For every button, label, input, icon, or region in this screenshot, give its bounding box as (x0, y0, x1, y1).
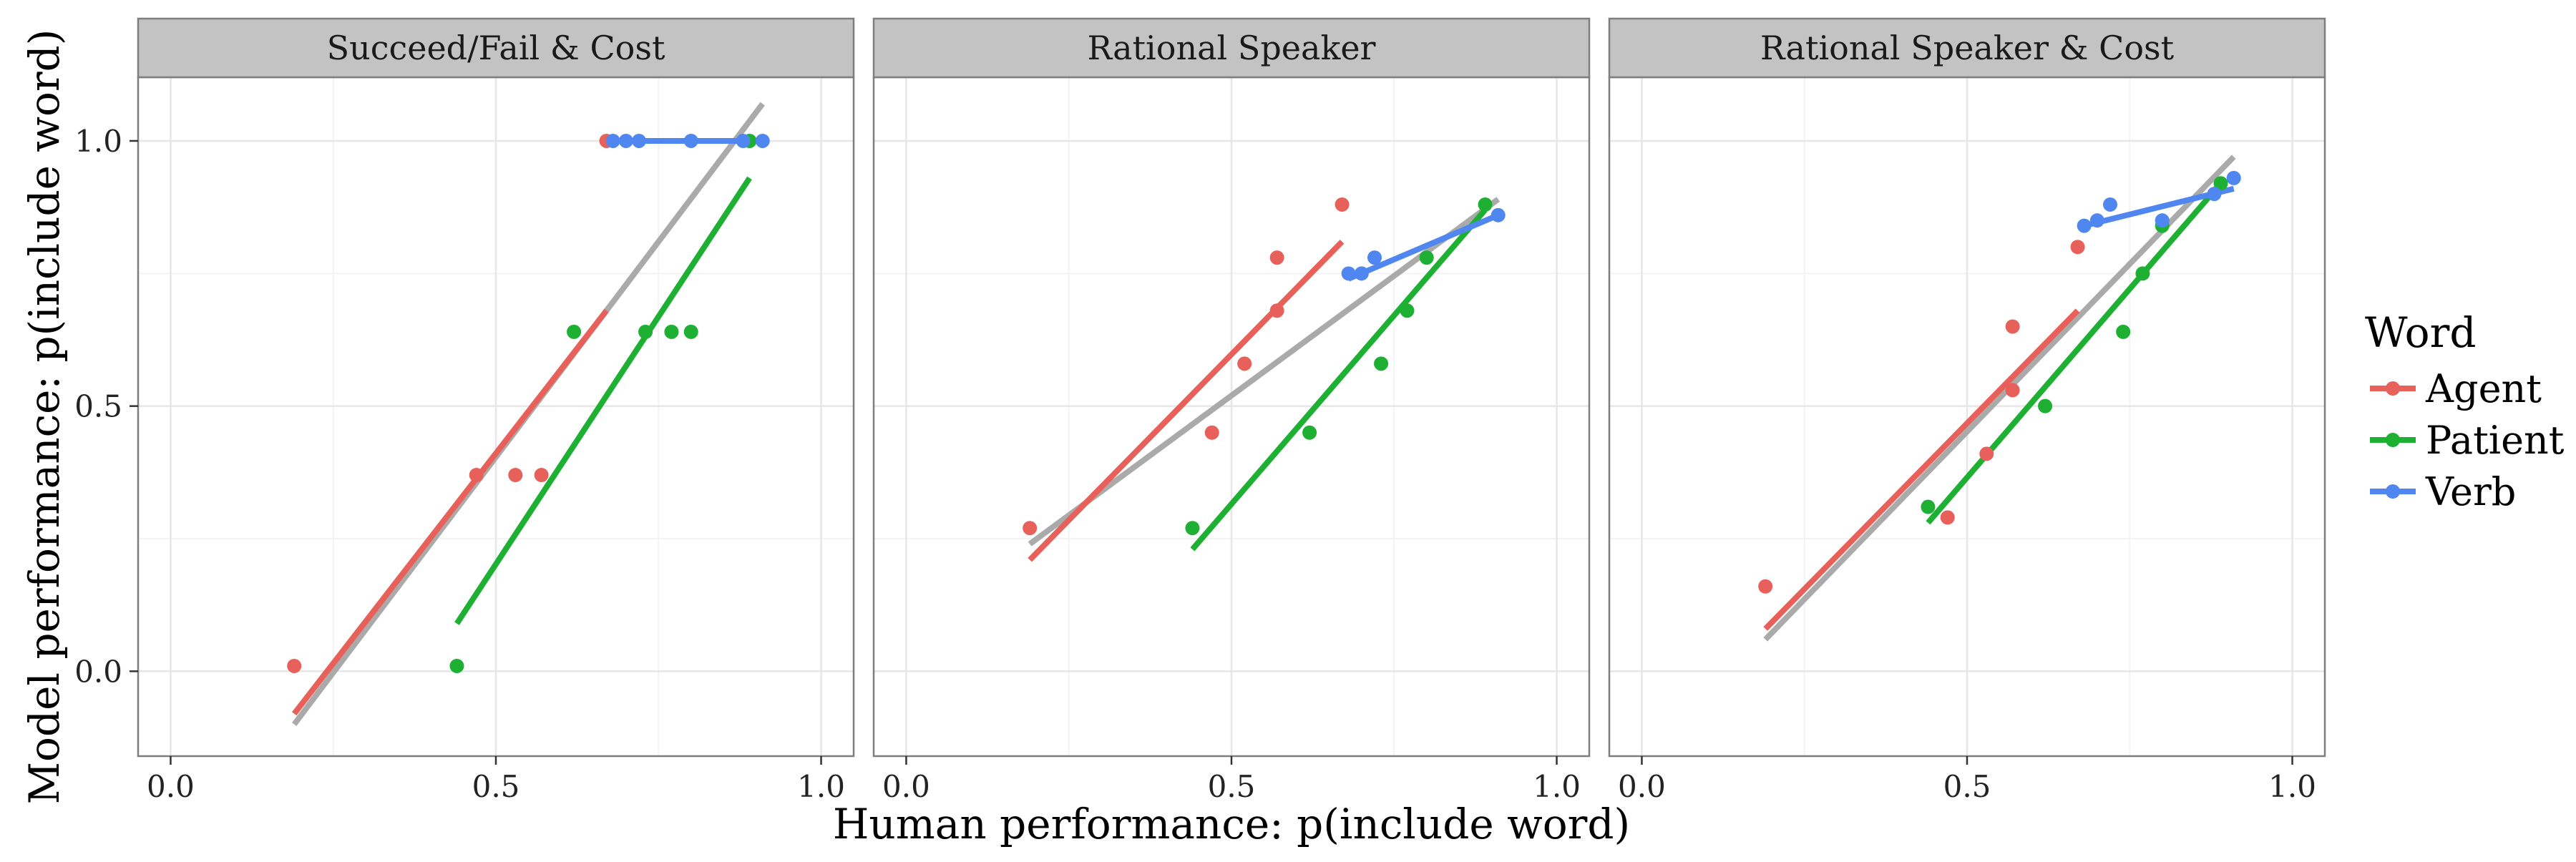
data-point-verb (632, 133, 646, 148)
fit-line-agent (1028, 240, 1345, 562)
data-point-agent (1269, 303, 1284, 318)
x-tick-label: 0.5 (472, 769, 520, 804)
overall-fit-line (1763, 155, 2236, 642)
legend-key-point (2386, 433, 2400, 447)
data-point-patient (2116, 324, 2131, 339)
data-point-patient (664, 324, 679, 339)
facet-panel: Rational Speaker & Cost 0.0 0.5 1.0 (1608, 17, 2326, 804)
data-point-patient (1302, 425, 1317, 440)
y-axis-label: Model performance: p(include word) (20, 29, 69, 805)
data-point-verb (605, 133, 620, 148)
fit-line-patient (1926, 181, 2223, 525)
legend-title: Word (2365, 308, 2476, 357)
data-point-patient (449, 658, 464, 673)
fit-line-patient (454, 176, 752, 625)
facet-strip (1608, 17, 2326, 79)
data-point-patient (1374, 356, 1389, 371)
x-tick-label: 0.5 (1208, 769, 1256, 804)
data-point-agent (1979, 446, 1994, 461)
data-point-agent (2005, 383, 2020, 398)
data-point-patient (1921, 499, 1936, 514)
data-point-verb (2155, 213, 2170, 228)
data-point-agent (1335, 197, 1350, 212)
data-point-verb (1341, 266, 1356, 281)
legend-label: Agent (2425, 366, 2542, 411)
data-point-patient (1478, 197, 1493, 212)
x-tick-label: 0.0 (1618, 769, 1666, 804)
data-point-patient (2213, 176, 2228, 191)
legend: Word Agent Patient Verb (2365, 308, 2565, 514)
data-point-verb (1354, 266, 1369, 281)
legend-item-verb: Verb (2370, 469, 2516, 514)
data-point-verb (2226, 170, 2241, 185)
data-point-verb (618, 133, 633, 148)
data-point-agent (508, 468, 523, 483)
data-point-agent (2005, 319, 2020, 334)
data-point-agent (287, 658, 302, 673)
data-point-patient (1400, 303, 1415, 318)
legend-label: Patient (2426, 418, 2565, 463)
data-point-agent (2070, 240, 2085, 255)
legend-key-point (2386, 484, 2400, 499)
data-point-patient (1185, 521, 1200, 536)
data-point-patient (683, 324, 698, 339)
data-point-agent (1269, 250, 1284, 265)
data-point-patient (567, 324, 582, 339)
data-point-verb (683, 133, 698, 148)
data-point-patient (638, 324, 653, 339)
facet-strip (872, 17, 1591, 79)
data-point-verb (2103, 197, 2117, 212)
y-tick-label: 0.5 (74, 389, 122, 424)
fit-line-agent (292, 308, 609, 716)
data-point-verb (2089, 213, 2104, 228)
y-tick-label: 1.0 (74, 124, 122, 159)
data-point-verb (2207, 187, 2222, 202)
x-axis-label: Human performance: p(include word) (833, 800, 1630, 848)
data-point-agent (469, 468, 484, 483)
x-tick-label: 0.5 (1943, 769, 1991, 804)
data-point-patient (1419, 250, 1434, 265)
y-tick-label: 0.0 (74, 654, 122, 689)
data-point-verb (2077, 218, 2092, 233)
legend-item-agent: Agent (2370, 366, 2542, 411)
fit-line-patient (1190, 207, 1488, 552)
legend-key-point (2386, 381, 2400, 396)
data-point-agent (1204, 425, 1219, 440)
legend-item-patient: Patient (2370, 418, 2565, 463)
data-point-verb (1367, 250, 1382, 265)
x-tick-label: 1.0 (2268, 769, 2316, 804)
facet-title: Rational Speaker & Cost (1760, 29, 2175, 67)
data-point-patient (2135, 266, 2150, 281)
data-point-agent (1023, 521, 1038, 536)
x-tick-label: 0.0 (882, 769, 930, 804)
data-point-patient (2038, 398, 2053, 413)
x-tick-label: 1.0 (797, 769, 845, 804)
data-point-verb (1491, 207, 1506, 222)
facet-strip (137, 17, 855, 79)
data-point-agent (1758, 579, 1773, 594)
data-point-verb (736, 133, 751, 148)
data-point-verb (755, 133, 770, 148)
facet-title: Succeed/Fail & Cost (327, 29, 665, 67)
data-point-agent (534, 468, 549, 483)
data-point-agent (1940, 510, 1955, 525)
fit-line-agent (1763, 308, 2080, 631)
facet-panel: Succeed/Fail & Cost 0.0 0.5 1.0 0.0 0.5 1.0 (74, 17, 855, 804)
facet-title: Rational Speaker (1087, 29, 1375, 67)
fit-line-verb (1347, 212, 1500, 282)
facet-panel: Rational Speaker 0.0 0.5 1.0 (872, 17, 1591, 804)
data-point-agent (1237, 356, 1252, 371)
x-tick-label: 0.0 (147, 769, 195, 804)
legend-label: Verb (2425, 469, 2516, 514)
x-tick-label: 1.0 (1533, 769, 1581, 804)
